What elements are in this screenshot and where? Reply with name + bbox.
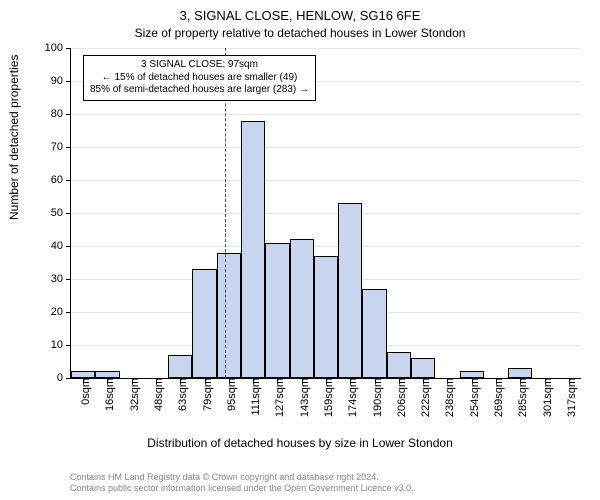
ytick-label: 20	[51, 306, 71, 318]
xtick-label: 79sqm	[196, 378, 214, 411]
ytick-label: 50	[51, 207, 71, 219]
histogram-bar	[387, 352, 411, 378]
histogram-bar	[508, 368, 532, 378]
annotation-line: 85% of semi-detached houses are larger (…	[90, 84, 309, 97]
histogram-bar	[265, 243, 289, 378]
annotation-line: 3 SIGNAL CLOSE: 97sqm	[90, 59, 309, 72]
histogram-bar	[362, 289, 386, 378]
chart-title: 3, SIGNAL CLOSE, HENLOW, SG16 6FE	[0, 8, 600, 23]
xtick-label: 127sqm	[268, 378, 286, 417]
histogram-bar	[192, 269, 216, 378]
xtick-label: 159sqm	[317, 378, 335, 417]
xtick-label: 16sqm	[98, 378, 116, 411]
ytick-label: 0	[57, 372, 71, 384]
histogram-bar	[460, 371, 484, 378]
xtick-label: 174sqm	[341, 378, 359, 417]
histogram-bar	[290, 239, 314, 378]
gridline-h	[71, 114, 581, 115]
footer-attribution: Contains HM Land Registry data © Crown c…	[70, 472, 414, 495]
histogram-bar	[314, 256, 338, 378]
xtick-label: 206sqm	[390, 378, 408, 417]
histogram-bar	[95, 371, 119, 378]
histogram-bar	[168, 355, 192, 378]
gridline-h	[71, 147, 581, 148]
ytick-label: 80	[51, 108, 71, 120]
histogram-bar	[71, 371, 95, 378]
xtick-label: 222sqm	[414, 378, 432, 417]
gridline-h	[71, 48, 581, 49]
ytick-label: 90	[51, 75, 71, 87]
xtick-label: 32sqm	[123, 378, 141, 411]
chart-subtitle: Size of property relative to detached ho…	[0, 26, 600, 40]
xtick-label: 254sqm	[463, 378, 481, 417]
xtick-label: 111sqm	[244, 378, 262, 416]
xtick-label: 269sqm	[487, 378, 505, 417]
xtick-label: 317sqm	[560, 378, 578, 417]
xtick-label: 301sqm	[536, 378, 554, 417]
ytick-label: 70	[51, 141, 71, 153]
footer-line: Contains public sector information licen…	[70, 483, 414, 494]
xtick-label: 143sqm	[293, 378, 311, 417]
xtick-label: 285sqm	[511, 378, 529, 417]
ytick-label: 30	[51, 273, 71, 285]
xtick-label: 63sqm	[171, 378, 189, 411]
ytick-label: 40	[51, 240, 71, 252]
xtick-label: 0sqm	[74, 378, 92, 405]
ytick-label: 100	[45, 42, 71, 54]
xtick-label: 48sqm	[147, 378, 165, 411]
histogram-bar	[241, 121, 265, 378]
histogram-bar	[411, 358, 435, 378]
histogram-bar	[217, 253, 241, 378]
gridline-h	[71, 180, 581, 181]
y-axis-label: Number of detached properties	[7, 204, 21, 220]
annotation-line: ← 15% of detached houses are smaller (49…	[90, 72, 309, 85]
ytick-label: 60	[51, 174, 71, 186]
footer-line: Contains HM Land Registry data © Crown c…	[70, 472, 414, 483]
chart-container: { "title": { "text": "3, SIGNAL CLOSE, H…	[0, 0, 600, 500]
gridline-h	[71, 246, 581, 247]
histogram-bar	[338, 203, 362, 378]
xtick-label: 95sqm	[220, 378, 238, 411]
ytick-label: 10	[51, 339, 71, 351]
xtick-label: 238sqm	[438, 378, 456, 417]
gridline-h	[71, 213, 581, 214]
xtick-label: 190sqm	[366, 378, 384, 417]
annotation-box: 3 SIGNAL CLOSE: 97sqm← 15% of detached h…	[83, 55, 316, 101]
x-axis-label: Distribution of detached houses by size …	[0, 436, 600, 450]
